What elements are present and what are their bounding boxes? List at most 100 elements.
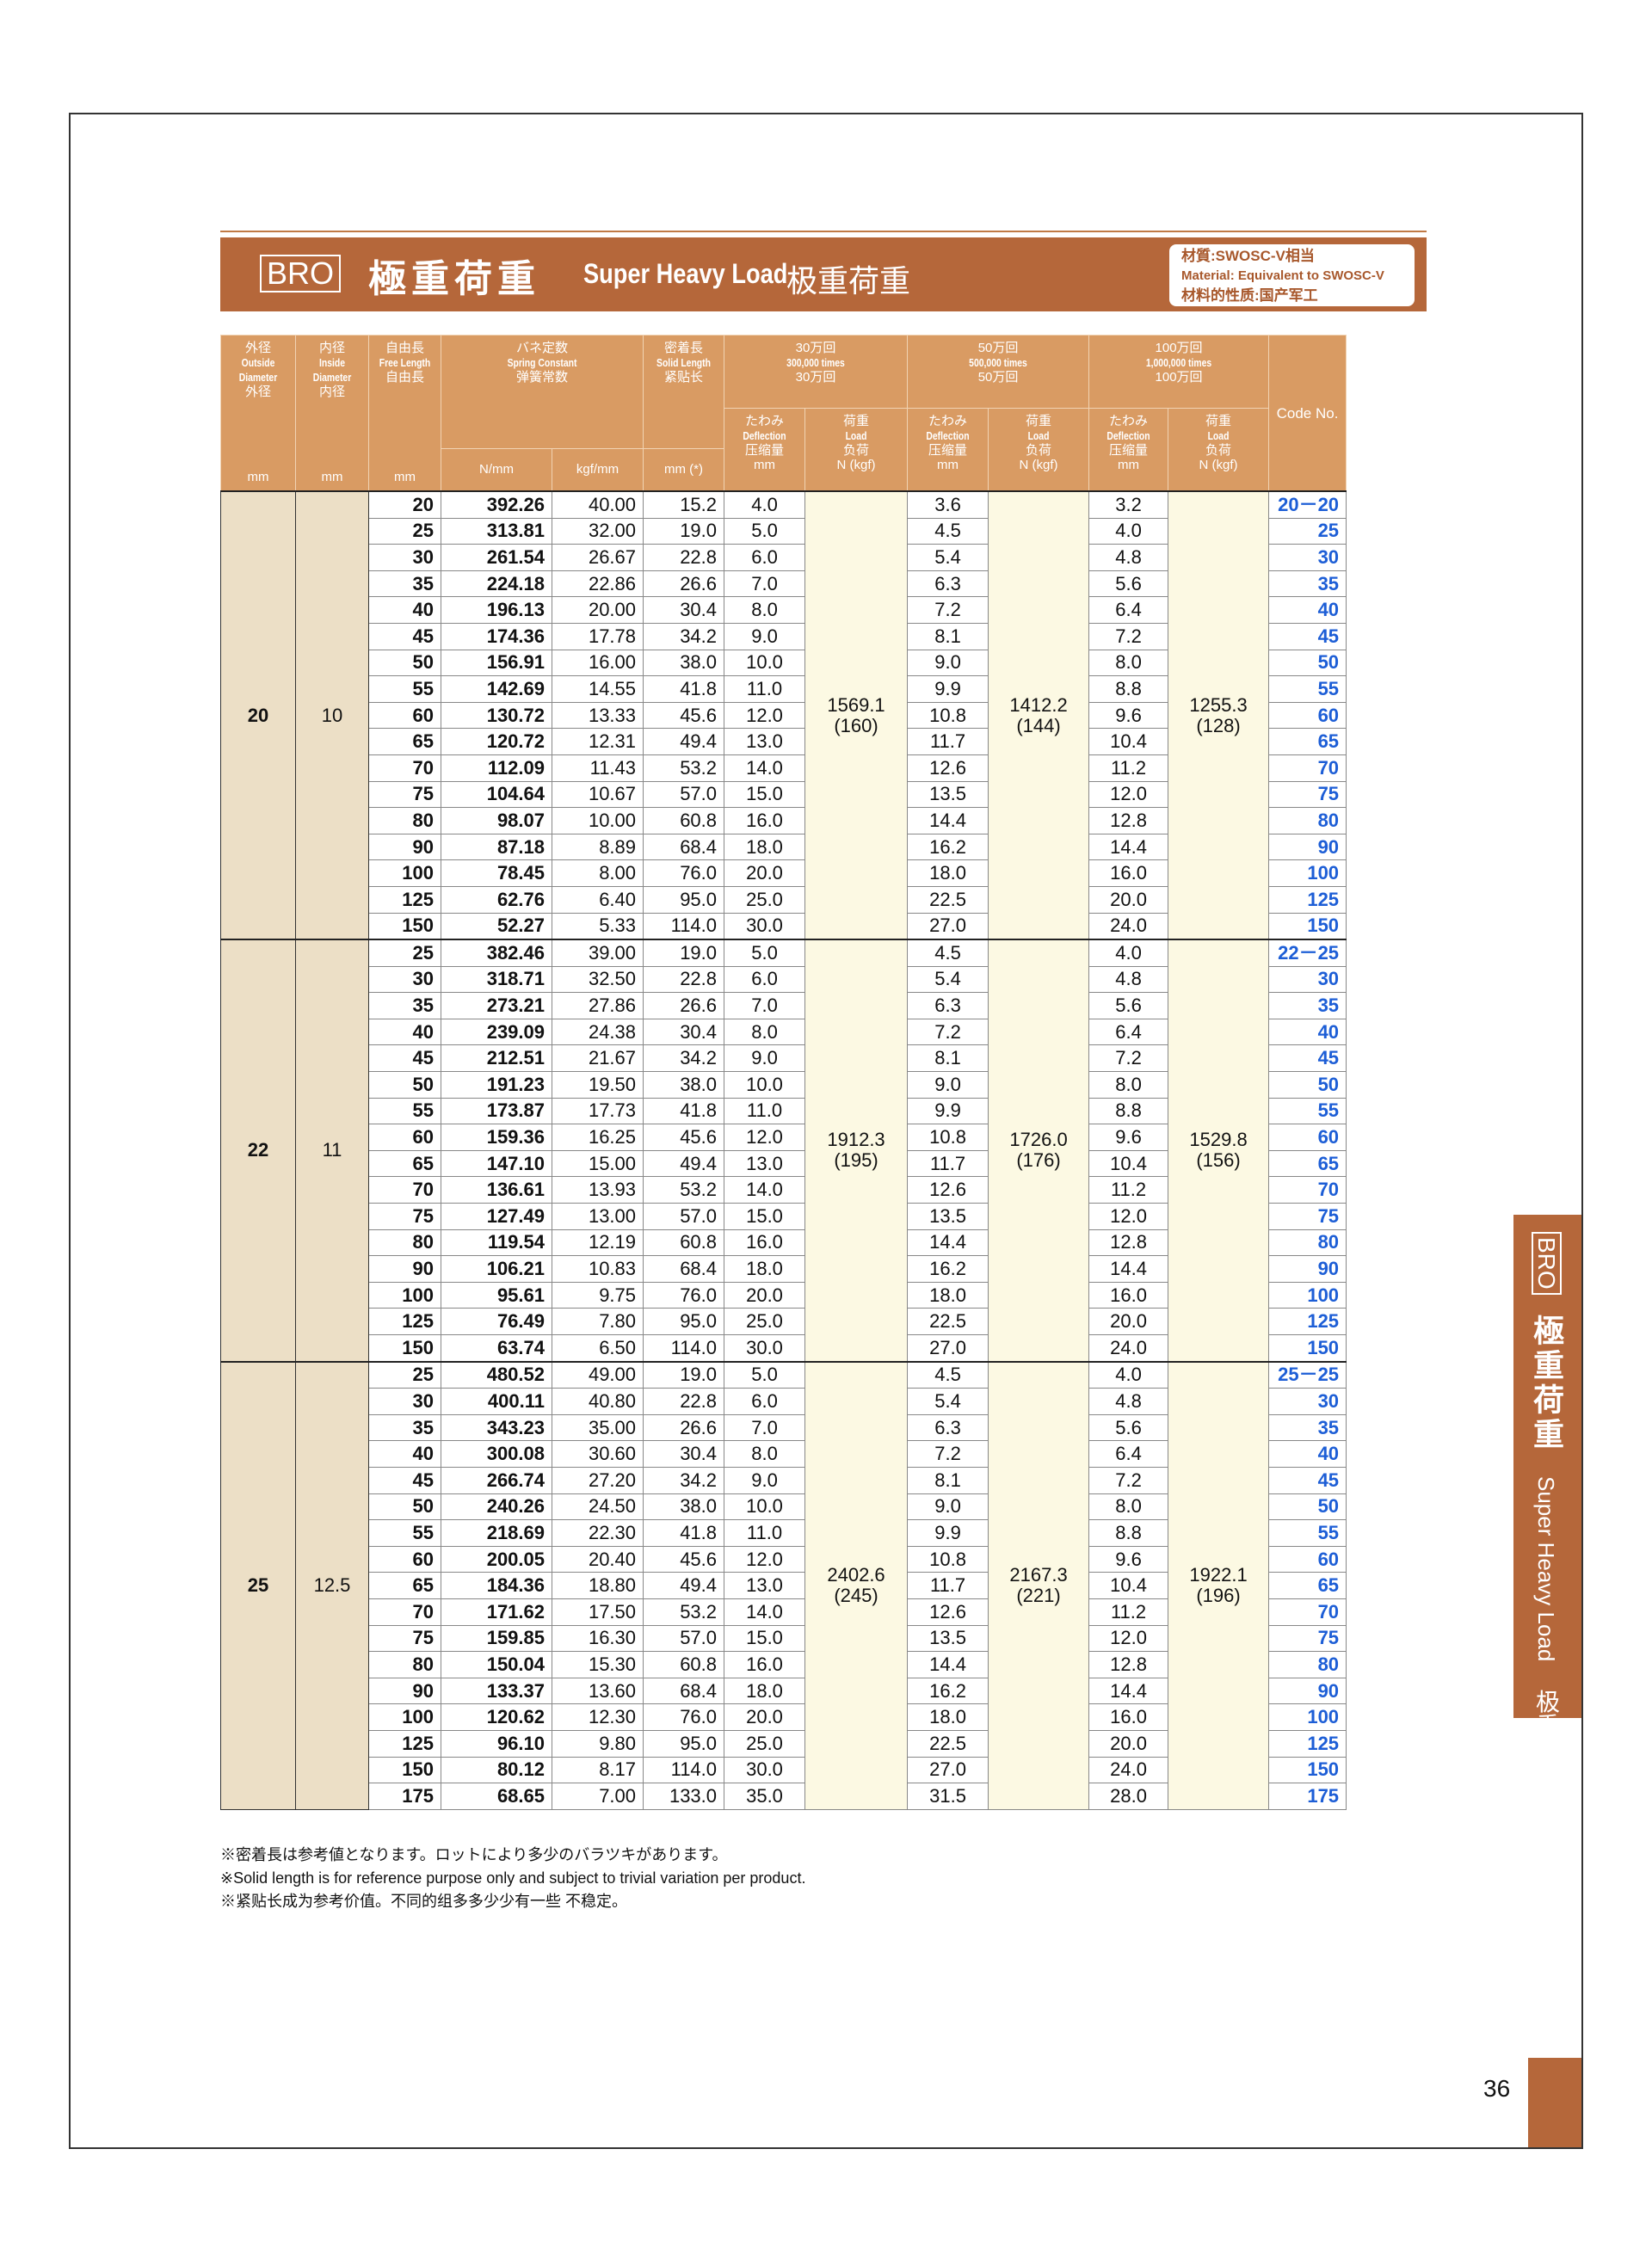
deflection-30: 9.0 <box>724 1044 806 1073</box>
deflection-50: 10.8 <box>907 1124 989 1151</box>
free-length: 150 <box>368 1756 441 1784</box>
deflection-30: 12.0 <box>724 1545 806 1573</box>
deflection-30: 16.0 <box>724 1651 806 1678</box>
spring-n: 78.45 <box>441 859 552 887</box>
deflection-100: 12.8 <box>1088 1229 1169 1257</box>
deflection-100: 7.2 <box>1088 1044 1169 1073</box>
header-cell: 内径 Inside Diameter 内径 mm <box>295 335 369 492</box>
spring-n: 173.87 <box>441 1097 552 1125</box>
deflection-100: 8.8 <box>1088 1519 1169 1547</box>
deflection-50: 12.6 <box>907 754 989 782</box>
data-row: 30 261.54 26.67 22.8 6.0 5.4 4.8 30 <box>221 544 1347 571</box>
solid-length: 68.4 <box>643 833 725 861</box>
data-row: 70 171.62 17.50 53.2 14.0 12.6 11.2 70 <box>221 1598 1347 1626</box>
solid-length: 30.4 <box>643 1440 725 1468</box>
data-row: 75 127.49 13.00 57.0 15.0 13.5 12.0 75 <box>221 1203 1347 1230</box>
deflection-100: 8.0 <box>1088 1493 1169 1521</box>
spring-kgf: 20.00 <box>551 596 644 624</box>
header-text: たわみ <box>745 414 785 428</box>
load-cell: 1569.1 (160) <box>804 490 909 940</box>
code-no: 22－25 <box>1268 939 1347 967</box>
deflection-30: 11.0 <box>724 1097 806 1125</box>
data-row: 20 10 20 392.26 40.00 15.2 4.0 1569.1 (160) 3.6 14… <box>220 490 1347 940</box>
deflection-50: 8.1 <box>907 1466 989 1494</box>
header-lines: バネ定数 Spring Constant 弹簧常数 <box>441 336 643 447</box>
deflection-30: 7.0 <box>724 1413 806 1442</box>
spring-kgf: 7.80 <box>551 1308 644 1335</box>
deflection-100: 12.0 <box>1088 1624 1169 1653</box>
note: ※Solid length is for reference purpose o… <box>220 1869 806 1887</box>
spring-n: 119.54 <box>441 1229 552 1257</box>
spring-kgf: 27.86 <box>551 992 644 1019</box>
deflection-50: 5.4 <box>907 544 989 571</box>
deflection-30: 13.0 <box>724 728 806 755</box>
data-row: 35 343.23 35.00 26.6 7.0 6.3 5.6 35 <box>221 1413 1347 1442</box>
deflection-50: 11.7 <box>907 1149 989 1178</box>
data-row: 35 224.18 22.86 26.6 7.0 6.3 5.6 35 <box>221 570 1347 598</box>
solid-length: 30.4 <box>643 1018 725 1046</box>
code-no: 30 <box>1268 965 1347 994</box>
data-row: 25 313.81 32.00 19.0 5.0 4.5 4.0 25 <box>221 517 1347 545</box>
solid-length: 30.4 <box>643 596 725 624</box>
solid-length: 34.2 <box>643 1044 725 1073</box>
spring-kgf: 22.30 <box>551 1519 644 1547</box>
code-no: 25－25 <box>1268 1360 1347 1389</box>
header-text: 500,000 times <box>969 356 1027 369</box>
title-cn: 极重荷重 <box>786 263 911 299</box>
spring-n: 147.10 <box>441 1149 552 1178</box>
outside-diameter: 22 <box>220 939 296 1363</box>
spring-n: 184.36 <box>441 1572 552 1599</box>
title-en: Super Heavy Load <box>583 258 788 289</box>
load-cell: 1255.3 (128) <box>1168 490 1270 940</box>
deflection-50: 27.0 <box>907 1333 989 1363</box>
load-kgf: (195) <box>834 1149 878 1172</box>
spring-kgf: 30.60 <box>551 1440 644 1468</box>
spring-n: 106.21 <box>441 1255 552 1283</box>
solid-length: 133.0 <box>643 1783 725 1810</box>
deflection-100: 7.2 <box>1088 1466 1169 1494</box>
header-lines: 自由長 Free Length 自由長 mm <box>369 336 441 490</box>
deflection-30: 15.0 <box>724 1624 806 1653</box>
free-length: 25 <box>368 939 441 967</box>
free-length: 40 <box>368 1440 441 1468</box>
free-length: 65 <box>368 1149 441 1178</box>
deflection-30: 14.0 <box>724 754 806 782</box>
deflection-100: 5.6 <box>1088 992 1169 1019</box>
spring-n: 174.36 <box>441 622 552 650</box>
header-text: たわみ <box>928 414 968 428</box>
deflection-30: 20.0 <box>724 859 806 887</box>
deflection-30: 15.0 <box>724 780 806 809</box>
solid-length: 41.8 <box>643 675 725 703</box>
deflection-30: 12.0 <box>724 701 806 730</box>
solid-length: 34.2 <box>643 1466 725 1494</box>
solid-length: 19.0 <box>643 517 725 545</box>
spring-n: 318.71 <box>441 965 552 994</box>
deflection-30: 13.0 <box>724 1572 806 1599</box>
spring-n: 382.46 <box>441 939 552 967</box>
free-length: 100 <box>368 859 441 887</box>
data-row: 60 159.36 16.25 45.6 12.0 10.8 9.6 60 <box>221 1124 1347 1151</box>
load-n: 1255.3 <box>1189 693 1248 716</box>
deflection-50: 10.8 <box>907 701 989 730</box>
solid-length: 41.8 <box>643 1519 725 1547</box>
spring-n: 400.11 <box>441 1388 552 1415</box>
spring-n: 96.10 <box>441 1729 552 1758</box>
deflection-30: 4.0 <box>724 490 806 519</box>
data-row: 100 120.62 12.30 76.0 20.0 18.0 16.0 100 <box>221 1703 1347 1731</box>
solid-length: 49.4 <box>643 1149 725 1178</box>
code-no: 80 <box>1268 1229 1347 1257</box>
free-length: 40 <box>368 596 441 624</box>
spring-n: 191.23 <box>441 1071 552 1099</box>
deflection-30: 18.0 <box>724 1677 806 1705</box>
code-no: 90 <box>1268 1677 1347 1705</box>
load-kgf: (128) <box>1196 714 1241 736</box>
spring-kgf: 8.89 <box>551 833 644 861</box>
deflection-100: 3.2 <box>1088 490 1169 519</box>
code-no: 125 <box>1268 1729 1347 1758</box>
deflection-30: 25.0 <box>724 1308 806 1335</box>
deflection-50: 3.6 <box>907 490 989 519</box>
header-text: N (kgf) <box>1199 458 1238 472</box>
spring-n: 156.91 <box>441 649 552 677</box>
free-length: 90 <box>368 833 441 861</box>
spring-kgf: 13.60 <box>551 1677 644 1705</box>
